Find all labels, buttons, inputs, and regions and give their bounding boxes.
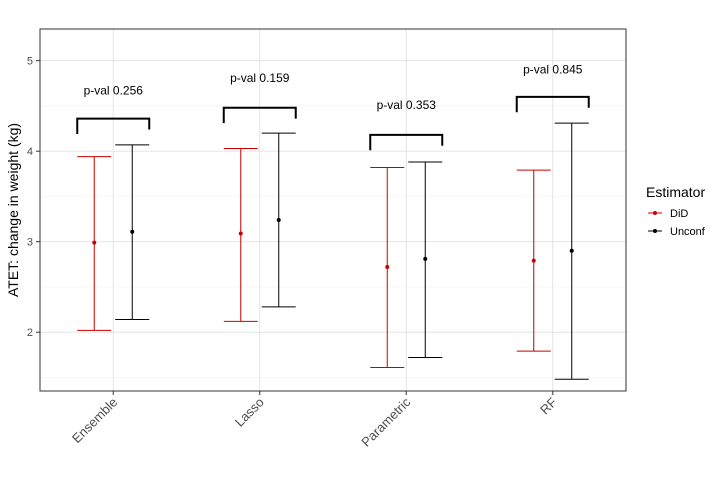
panel-border bbox=[39, 28, 627, 392]
x-tick-label: Parametric bbox=[358, 394, 413, 449]
legend-title: Estimator bbox=[646, 184, 705, 200]
point-estimate bbox=[385, 265, 390, 270]
point-estimate bbox=[92, 240, 97, 245]
errorbar-unconf bbox=[554, 122, 589, 380]
marks bbox=[77, 122, 589, 380]
pval-label: p-val 0.845 bbox=[523, 63, 583, 77]
pval-label: p-val 0.353 bbox=[377, 98, 437, 112]
x-tick-label: RF bbox=[537, 394, 560, 417]
y-tick-label: 5 bbox=[27, 56, 33, 68]
point-estimate bbox=[423, 256, 428, 261]
annotations: p-val 0.256 p-val 0.159 p-val 0.353 p-val 0… bbox=[76, 63, 590, 151]
legend: Estimator DiD Unconf bbox=[646, 184, 706, 238]
point-estimate bbox=[130, 229, 135, 234]
y-axis: 2 3 4 5 bbox=[27, 56, 40, 339]
errorbar-did bbox=[516, 169, 551, 352]
errorbar-unconf bbox=[261, 132, 296, 308]
pval-bracket bbox=[222, 106, 297, 124]
grid-major bbox=[40, 29, 626, 391]
x-axis: Ensemble Lasso Parametric RF bbox=[69, 391, 560, 450]
legend-key-point bbox=[653, 211, 657, 215]
legend-label-unconf: Unconf bbox=[670, 226, 706, 238]
x-tick-label: Ensemble bbox=[69, 395, 120, 446]
point-estimate bbox=[276, 217, 281, 222]
legend-key-point bbox=[653, 229, 657, 233]
errorbar-unconf bbox=[408, 161, 443, 359]
y-tick-label: 4 bbox=[27, 146, 33, 158]
errorbar-did bbox=[77, 156, 112, 331]
errorbar-unconf bbox=[115, 144, 150, 321]
pval-bracket bbox=[369, 133, 444, 151]
pval-bracket bbox=[515, 95, 590, 113]
y-tick-label: 3 bbox=[27, 237, 33, 249]
pval-label: p-val 0.159 bbox=[230, 71, 290, 85]
legend-label-did: DiD bbox=[670, 208, 688, 220]
y-axis-label: ATET: change in weight (kg) bbox=[5, 123, 21, 297]
pval-label: p-val 0.256 bbox=[84, 84, 144, 98]
point-estimate bbox=[238, 231, 243, 236]
pval-bracket bbox=[76, 117, 151, 134]
y-tick-label: 2 bbox=[27, 327, 33, 339]
errorbar-did bbox=[370, 166, 405, 368]
point-estimate bbox=[569, 248, 574, 253]
errorbar-did bbox=[223, 147, 258, 322]
grid-minor bbox=[40, 105, 626, 378]
x-tick-label: Lasso bbox=[232, 395, 267, 430]
point-estimate bbox=[531, 258, 536, 263]
